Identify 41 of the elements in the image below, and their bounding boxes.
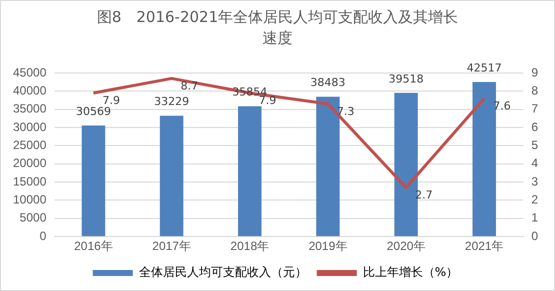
y2-tick-label: 0: [531, 228, 538, 243]
y2-tick-label: 2: [531, 192, 538, 207]
y2-tick-label: 5: [531, 138, 538, 152]
bar: [82, 125, 106, 236]
x-tick-label: 2018年: [230, 239, 270, 254]
data-label: 42517: [466, 61, 502, 74]
bar: [238, 106, 262, 236]
x-tick-label: 2021年: [464, 239, 504, 254]
x-tick-label: 2019年: [308, 239, 348, 254]
y-tick-label: 35000: [12, 102, 47, 116]
y-tick-label: 45000: [12, 65, 47, 80]
y2-tick-label: 1: [531, 210, 538, 225]
y-tick-label: 25000: [12, 138, 47, 152]
y-tick-label: 5000: [20, 210, 47, 225]
x-tick-label: 2020年: [386, 239, 426, 254]
y2-tick-label: 6: [531, 120, 538, 134]
y-tick-label: 20000: [12, 156, 47, 170]
y-tick-label: 10000: [12, 192, 47, 207]
y2-tick-label: 9: [531, 65, 538, 80]
legend-label: 比上年增长（%）: [362, 265, 458, 280]
y2-tick-label: 7: [531, 102, 538, 116]
y-tick-label: 15000: [12, 174, 47, 188]
x-tick-label: 2017年: [152, 239, 191, 254]
y-tick-label: 0: [40, 228, 47, 243]
chart-title: 图8 2016-2021年全体居民人均可支配收入及其增长速度: [96, 7, 460, 49]
data-label: 30569: [76, 104, 111, 118]
y-tick-label: 30000: [12, 120, 47, 134]
y-tick-label: 40000: [12, 83, 47, 98]
data-label: 39518: [388, 72, 424, 86]
data-label: 8.7: [180, 79, 198, 92]
y2-tick-label: 4: [531, 156, 538, 170]
y2-tick-label: 8: [531, 83, 538, 98]
data-label: 38483: [310, 76, 346, 90]
x-tick-label: 2016年: [74, 239, 113, 254]
bar: [394, 92, 418, 236]
data-label: 7.9: [102, 94, 120, 107]
data-label: 33229: [154, 95, 190, 108]
legend-label: 全体居民人均可支配收入（元）: [138, 265, 307, 280]
bar: [160, 116, 184, 236]
y2-tick-label: 3: [531, 174, 538, 188]
bar: [472, 82, 496, 236]
